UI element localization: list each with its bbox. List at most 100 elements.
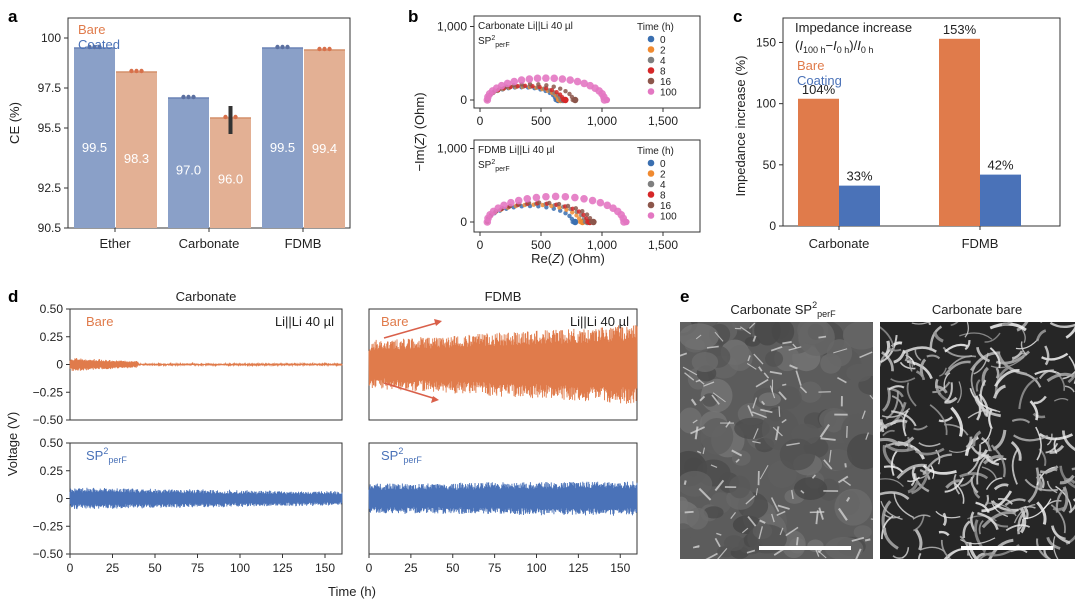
sem-edge xyxy=(706,345,719,349)
sem-fiber xyxy=(890,449,899,476)
a-bar-label: 96.0 xyxy=(218,172,243,187)
sem-fiber xyxy=(940,539,952,559)
a-ytick-label: 90.5 xyxy=(38,221,62,235)
sem-edge xyxy=(864,538,871,542)
sem-grain xyxy=(793,477,828,500)
sem-edge xyxy=(695,379,701,383)
sem-fiber xyxy=(1044,345,1050,366)
sem-grain xyxy=(797,322,829,345)
sem-fiber xyxy=(960,474,975,487)
a-bar-coated xyxy=(116,72,157,228)
sem-fiber xyxy=(910,470,930,495)
a-data-point xyxy=(129,68,134,74)
sem-edge xyxy=(819,423,830,438)
sem-grain xyxy=(838,490,860,516)
sem-fiber xyxy=(880,419,888,430)
sem-edge xyxy=(714,537,721,548)
sem-fiber xyxy=(989,347,1001,369)
b-series-point xyxy=(551,192,560,201)
sem-fiber xyxy=(970,445,991,459)
b-series-point xyxy=(525,75,534,83)
sem-grain xyxy=(680,523,693,541)
sem-fiber xyxy=(967,409,1001,419)
sem-edge xyxy=(695,334,702,340)
sem-fiber xyxy=(1052,536,1059,559)
sem-edge xyxy=(712,392,726,403)
c-bar-coating xyxy=(980,174,1021,226)
a-data-point xyxy=(275,44,280,50)
sem-fiber xyxy=(907,480,920,494)
sem-edge xyxy=(759,519,766,524)
sem-fiber xyxy=(1017,508,1029,535)
sem-fiber xyxy=(1062,430,1075,452)
panel-c-legend-bare: Bare xyxy=(797,58,824,73)
b-legend-marker xyxy=(647,212,655,219)
sem-fiber xyxy=(944,360,971,376)
d-xtick-label: 150 xyxy=(315,561,335,575)
sem-fiber xyxy=(1005,524,1031,532)
d-series-label: SP2perF xyxy=(381,446,422,465)
sem-grain xyxy=(779,438,816,471)
sem-grain xyxy=(744,336,761,347)
b-series-point xyxy=(544,83,549,88)
d-xtick-label: 125 xyxy=(568,561,588,575)
sem-fiber xyxy=(1001,322,1013,326)
sem-edge xyxy=(870,518,873,520)
b-series-point xyxy=(574,213,579,218)
sem-fiber xyxy=(904,349,909,362)
c-ytick-label: 150 xyxy=(756,35,776,49)
sem-edge xyxy=(752,440,761,444)
d-series-label: SP2perF xyxy=(86,446,127,465)
sem-fiber xyxy=(938,416,953,423)
sem-edge xyxy=(761,400,766,406)
a-bar-label: 98.3 xyxy=(124,151,149,166)
sem-fiber xyxy=(1035,426,1042,461)
a-xtick-label: Carbonate xyxy=(179,236,240,251)
sem-fiber xyxy=(883,527,899,550)
a-bar-label: 99.5 xyxy=(82,140,107,155)
a-data-point xyxy=(134,68,139,74)
b-series-point xyxy=(514,196,523,205)
sem-fiber xyxy=(1038,369,1054,380)
b-title: Carbonate Li||Li 40 µl xyxy=(478,21,573,32)
sem-edge xyxy=(710,464,718,469)
b-xtick-label: 1,500 xyxy=(648,114,678,128)
sem-fiber xyxy=(1059,474,1075,485)
sem-grain xyxy=(798,381,822,403)
sem-edge xyxy=(828,449,832,463)
a-bar-coated xyxy=(304,50,345,228)
sem-fiber xyxy=(1021,328,1026,344)
sem-fiber xyxy=(970,476,979,494)
sem-fiber xyxy=(1011,418,1031,424)
b-series-endpoint xyxy=(571,218,579,226)
b-legend-label: 2 xyxy=(660,170,666,181)
a-data-point xyxy=(186,94,191,100)
sem-edge xyxy=(778,406,781,417)
b-series-point xyxy=(596,198,605,207)
b-legend-marker xyxy=(647,88,655,95)
b-legend-label: 16 xyxy=(660,201,672,212)
b-series-point xyxy=(581,212,586,218)
sem-fiber xyxy=(1038,433,1074,441)
sem-edge xyxy=(851,536,865,542)
sem-edge xyxy=(820,437,836,441)
panel-d-chart: 0.50 0.25 0 −0.25 −0.50 Carbonate Bare Li||Li 4… xyxy=(5,289,638,599)
sem-edge xyxy=(702,447,705,455)
c-bar-coating xyxy=(839,185,880,226)
b-series-point xyxy=(563,210,568,216)
sem-fiber xyxy=(1067,372,1075,384)
b-series-point xyxy=(549,87,555,93)
sem-fiber xyxy=(1011,350,1024,360)
sem-fiber xyxy=(913,515,925,532)
d-xtick-label: 50 xyxy=(446,561,460,575)
sem-fiber xyxy=(968,542,979,559)
b-series-point xyxy=(563,88,568,94)
sem-edge xyxy=(782,383,787,386)
a-data-point xyxy=(97,44,102,50)
b-series-point xyxy=(532,193,541,202)
sem-fiber xyxy=(922,453,952,476)
sem-fiber xyxy=(1033,395,1047,405)
b-series-point xyxy=(536,82,541,87)
sem-fiber xyxy=(906,382,917,407)
d-xtick-label: 150 xyxy=(610,561,630,575)
